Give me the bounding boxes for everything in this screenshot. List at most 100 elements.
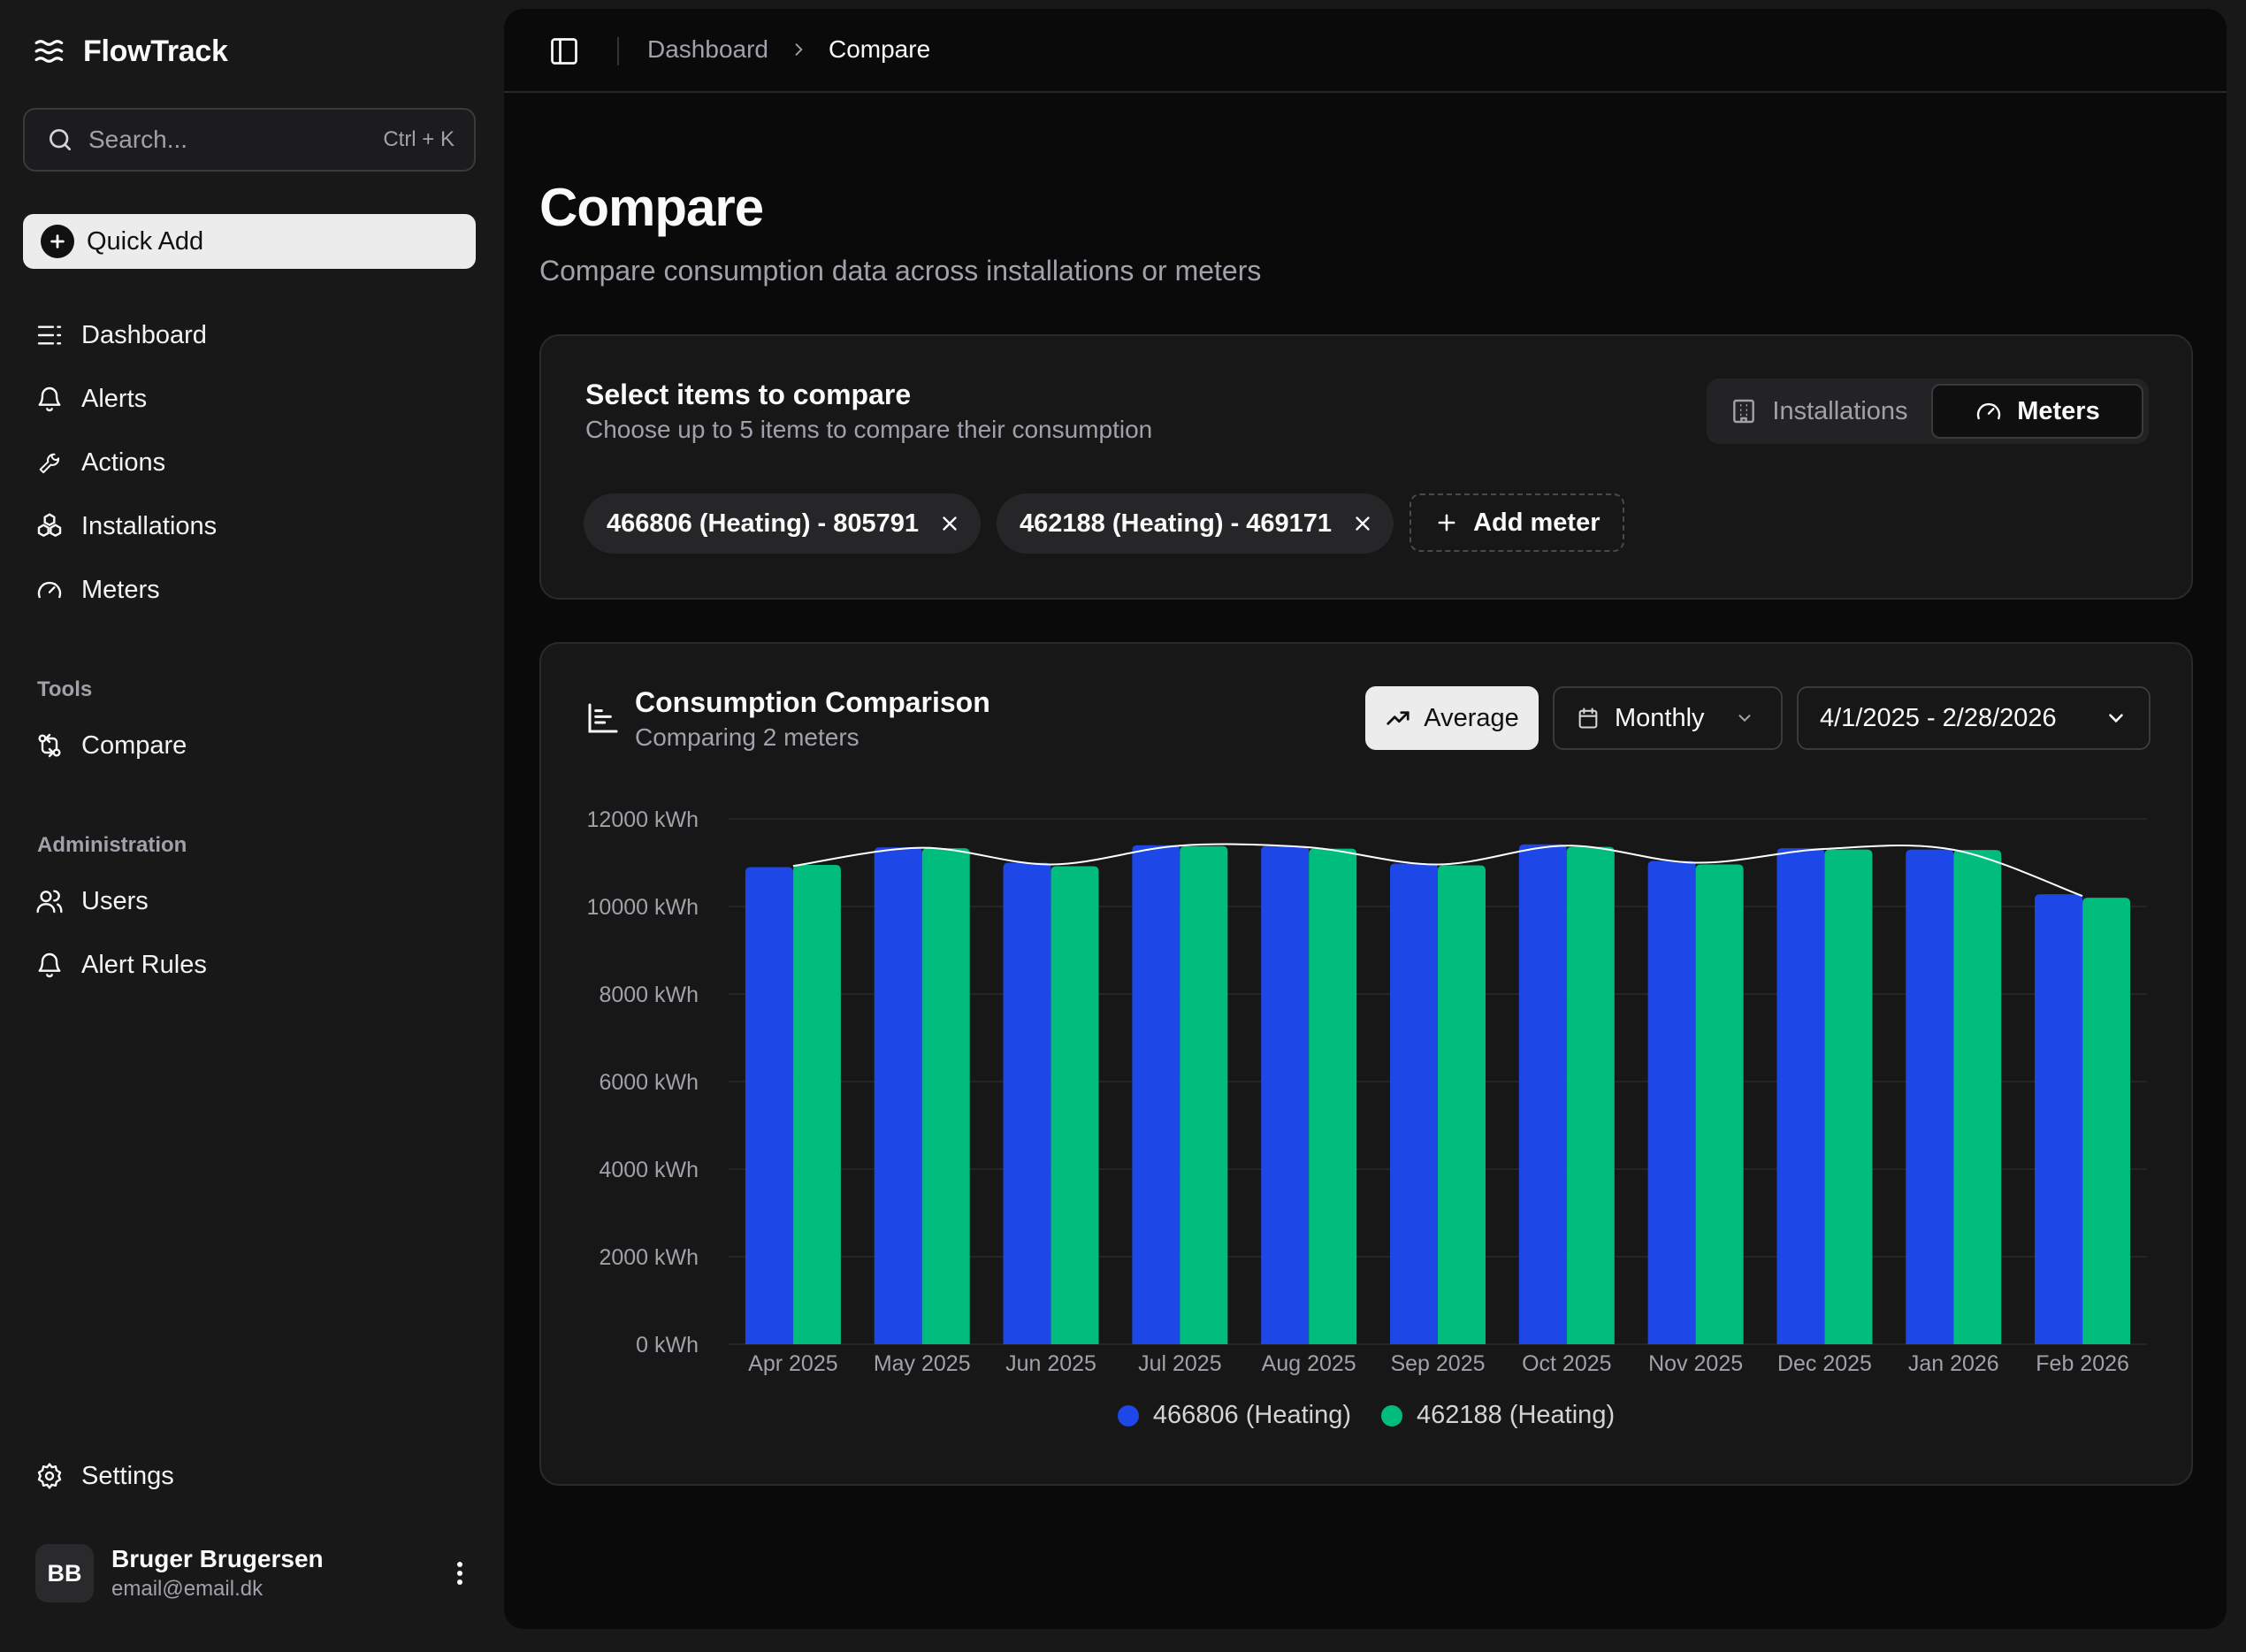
waves-logo-icon <box>34 40 64 63</box>
add-meter-label: Add meter <box>1473 508 1600 537</box>
bar-series-1 <box>874 847 922 1344</box>
toggle-installations-label: Installations <box>1772 396 1908 425</box>
divider <box>617 37 619 65</box>
select-card-title: Select items to compare <box>585 379 912 410</box>
quick-add-button[interactable]: Quick Add <box>23 214 476 269</box>
user-name: Bruger Brugersen <box>111 1545 324 1572</box>
sidebar-item-label: Meters <box>81 575 160 604</box>
bar-series-1 <box>2035 894 2083 1344</box>
gauge-icon <box>1977 402 2001 420</box>
search-placeholder: Search... <box>88 126 188 153</box>
compare-icon <box>38 733 61 758</box>
average-toggle-button[interactable]: Average <box>1365 686 1539 750</box>
sidebar-item-label: Settings <box>81 1461 174 1490</box>
gauge-icon <box>37 581 62 599</box>
consumption-chart-card: 0 kWh 2000 kWh 4000 kWh 6000 kWh 8000 kWh 100… <box>539 642 2193 1486</box>
sidebar-item-label: Compare <box>81 730 187 760</box>
gear-icon <box>37 1463 62 1489</box>
bar-series-1 <box>1132 845 1180 1344</box>
toggle-meters[interactable]: Meters <box>1930 384 2143 439</box>
bar-series-1 <box>1518 844 1567 1344</box>
date-range-select[interactable]: 4/1/2025 - 2/28/2026 <box>1797 686 2151 750</box>
x-tick-label: Oct 2025 <box>1522 1351 1611 1376</box>
chevron-right-icon <box>795 43 803 56</box>
legend-label: 466806 (Heating) <box>1152 1401 1351 1429</box>
average-line <box>792 843 2083 898</box>
bar-series-1 <box>1647 860 1696 1344</box>
toggle-meters-label: Meters <box>2017 396 2100 425</box>
legend-swatch <box>1117 1404 1139 1426</box>
sidebar-toggle-icon[interactable] <box>548 35 580 67</box>
legend-item[interactable]: 466806 (Heating) <box>1117 1401 1351 1430</box>
quick-add-label: Quick Add <box>87 226 204 256</box>
section-label-tools: Tools <box>37 677 93 701</box>
sidebar-item-settings[interactable]: Settings <box>23 1450 476 1502</box>
bell-icon <box>38 386 61 412</box>
sidebar-item-label: Installations <box>81 511 218 540</box>
x-tick-label: Feb 2026 <box>2036 1351 2129 1376</box>
chart-card-subtitle: Comparing 2 meters <box>635 723 859 751</box>
average-label: Average <box>1424 703 1519 732</box>
bar-series-2 <box>1050 866 1099 1344</box>
selected-chip: 462188 (Heating) - 469171 <box>997 493 1394 554</box>
legend-label: 462188 (Heating) <box>1417 1401 1616 1429</box>
users-icon <box>36 890 63 914</box>
close-icon[interactable] <box>1351 512 1374 535</box>
breadcrumb: Dashboard Compare <box>647 35 930 64</box>
wrench-icon <box>39 453 60 474</box>
interval-label: Monthly <box>1615 703 1705 732</box>
sidebar-item-actions[interactable]: Actions <box>23 437 476 488</box>
chip-label: 462188 (Heating) - 469171 <box>1020 509 1333 538</box>
toggle-installations[interactable]: Installations <box>1712 384 1926 439</box>
y-tick-label: 12000 kWh <box>587 807 699 832</box>
search-input[interactable]: Search... Ctrl + K <box>23 108 476 172</box>
sidebar-item-compare[interactable]: Compare <box>23 720 476 771</box>
add-meter-button[interactable]: Add meter <box>1409 493 1625 552</box>
plus-icon <box>1438 514 1455 532</box>
bar-series-1 <box>1906 849 1954 1344</box>
breadcrumb-current: Compare <box>828 35 931 63</box>
bar-series-1 <box>1390 863 1438 1344</box>
y-tick-label: 6000 kWh <box>599 1070 699 1095</box>
sidebar-item-alert-rules[interactable]: Alert Rules <box>23 939 476 990</box>
select-card-subtitle: Choose up to 5 items to compare their co… <box>585 416 1153 443</box>
y-tick-label: 0 kWh <box>636 1333 699 1358</box>
brand[interactable]: FlowTrack <box>34 30 228 73</box>
topbar: Dashboard Compare <box>504 9 2227 93</box>
x-tick-label: Jul 2025 <box>1138 1351 1222 1376</box>
compare-type-toggle: Installations Meters <box>1707 379 2149 444</box>
y-tick-label: 4000 kWh <box>599 1158 699 1182</box>
app-name: FlowTrack <box>83 34 228 68</box>
bar-series-2 <box>1566 846 1615 1344</box>
breadcrumb-dashboard[interactable]: Dashboard <box>647 35 768 63</box>
bar-series-2 <box>1695 864 1744 1344</box>
user-email: email@email.dk <box>111 1577 264 1601</box>
x-tick-label: Apr 2025 <box>748 1351 837 1376</box>
bell-icon <box>38 952 61 978</box>
bar-series-1 <box>1261 845 1310 1344</box>
chart-axes-icon <box>588 703 618 733</box>
y-tick-label: 8000 kWh <box>599 983 699 1007</box>
legend-item[interactable]: 462188 (Heating) <box>1381 1401 1615 1430</box>
list-icon <box>37 325 62 345</box>
close-icon[interactable] <box>938 512 961 535</box>
bar-series-2 <box>2082 898 2131 1344</box>
bar-series-2 <box>1824 849 1873 1344</box>
sidebar: FlowTrack Search... Ctrl + K Quick Add D… <box>0 0 504 1652</box>
chevron-down-icon <box>2109 714 2123 723</box>
sidebar-item-meters[interactable]: Meters <box>23 564 476 616</box>
consumption-bar-chart: 0 kWh 2000 kWh 4000 kWh 6000 kWh 8000 kWh 100… <box>587 807 2147 1376</box>
main-panel: Dashboard Compare Compare Compare consum… <box>504 9 2227 1629</box>
page-title: Compare <box>539 178 764 237</box>
sidebar-item-users[interactable]: Users <box>23 876 476 927</box>
selected-items: 466806 (Heating) - 805791 462188 (Heatin… <box>584 493 1625 554</box>
sidebar-item-label: Alerts <box>81 384 148 413</box>
sidebar-item-dashboard[interactable]: Dashboard <box>23 310 476 361</box>
more-vertical-icon[interactable] <box>442 1556 477 1591</box>
sidebar-item-label: Actions <box>81 447 166 477</box>
x-tick-label: Dec 2025 <box>1777 1351 1872 1376</box>
user-menu[interactable]: BB Bruger Brugersen email@email.dk <box>35 1544 477 1602</box>
sidebar-item-alerts[interactable]: Alerts <box>23 373 476 424</box>
interval-select[interactable]: Monthly <box>1553 686 1783 750</box>
sidebar-item-installations[interactable]: Installations <box>23 501 476 552</box>
